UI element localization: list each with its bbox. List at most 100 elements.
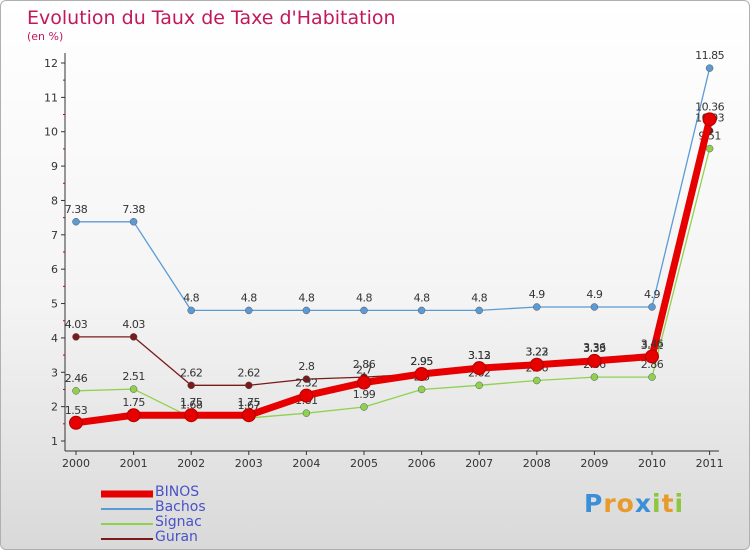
data-label-guran: 3.36	[583, 341, 606, 354]
legend-item-bachos: Bachos	[101, 499, 301, 516]
legend-label: Bachos	[155, 499, 206, 515]
data-point-binos	[241, 408, 256, 423]
data-label-guran: 2.62	[180, 366, 203, 379]
data-point-signac	[417, 385, 426, 394]
data-label-guran: 4.03	[122, 318, 145, 331]
data-label-binos: 3.46	[641, 337, 664, 350]
logo-letter: t	[661, 489, 675, 518]
logo-letter: i	[674, 489, 685, 518]
data-label-binos: 3.33	[583, 342, 606, 355]
data-point-signac	[302, 409, 311, 417]
series-line-bachos	[75, 67, 711, 312]
data-point-bachos	[705, 64, 714, 72]
series-line-guran	[75, 130, 711, 386]
y-tick-label: 1	[51, 435, 58, 448]
data-label-binos: 1.75	[238, 396, 261, 409]
x-tick-label: 2008	[523, 457, 551, 470]
x-tick-label: 2007	[465, 457, 493, 470]
y-tick-label: 3	[51, 366, 58, 379]
data-label-signac: 1.68	[180, 399, 203, 412]
data-point-binos	[702, 112, 717, 127]
data-point-bachos	[533, 303, 541, 311]
data-point-bachos	[302, 306, 311, 315]
x-tick-label: 2003	[235, 457, 263, 470]
data-point-binos	[414, 366, 429, 381]
data-point-bachos	[648, 303, 656, 311]
data-label-bachos: 4.8	[471, 291, 487, 304]
data-point-bachos	[417, 306, 426, 315]
data-point-signac	[705, 144, 714, 153]
data-point-guran	[245, 381, 253, 390]
data-point-binos	[357, 375, 371, 390]
data-point-binos	[529, 357, 544, 372]
x-tick-label: 2006	[408, 457, 436, 470]
data-label-guran: 2.8	[298, 360, 314, 373]
data-point-bachos	[360, 306, 368, 315]
y-tick-label: 7	[51, 229, 58, 242]
x-tick-label: 2005	[350, 457, 378, 470]
legend-label: Signac	[155, 514, 202, 530]
y-tick-label: 10	[44, 126, 58, 139]
data-label-binos: 3.12	[468, 349, 491, 362]
data-label-guran: 4.03	[65, 318, 88, 331]
data-label-signac: 1.67	[238, 399, 261, 412]
data-label-guran: 2.95	[410, 355, 433, 368]
data-point-signac	[72, 387, 80, 395]
logo-letter: P	[584, 489, 604, 518]
y-tick-label: 9	[51, 160, 58, 173]
legend-label: Guran	[155, 529, 198, 545]
x-tick-label: 2009	[580, 457, 608, 470]
y-tick-label: 12	[44, 57, 58, 70]
data-label-guran: 3.13	[468, 349, 491, 362]
data-label-signac: 2.51	[122, 370, 145, 383]
data-point-bachos	[187, 306, 195, 315]
x-tick-label: 2000	[62, 457, 90, 470]
data-point-binos	[69, 415, 83, 430]
data-label-binos: 1.75	[122, 396, 145, 409]
data-label-bachos: 7.38	[122, 203, 145, 216]
chart-title: Evolution du Taux de Taxe d'Habitation	[27, 7, 396, 29]
data-label-bachos: 4.8	[414, 291, 430, 304]
data-label-bachos: 11.85	[695, 49, 724, 62]
legend-swatch	[101, 490, 153, 497]
data-point-binos	[126, 408, 141, 423]
y-tick-label: 4	[51, 332, 58, 345]
data-label-signac: 2.86	[641, 358, 664, 371]
data-point-binos	[472, 361, 487, 376]
data-label-bachos: 4.9	[529, 288, 545, 301]
chart-legend: BINOS Bachos Signac Guran	[101, 484, 301, 546]
data-point-signac	[533, 376, 541, 385]
data-point-bachos	[590, 303, 599, 311]
data-label-binos: 2.32	[295, 377, 318, 390]
data-label-binos: 1.75	[180, 396, 203, 409]
data-label-binos: 3.22	[526, 346, 549, 359]
data-label-signac: 1.99	[353, 388, 376, 401]
data-point-signac	[475, 381, 483, 390]
data-label-bachos: 4.8	[183, 291, 199, 304]
data-point-guran	[302, 375, 311, 383]
data-label-bachos: 4.9	[586, 288, 602, 301]
data-point-binos	[587, 353, 602, 368]
logo-letter: x	[634, 489, 652, 518]
legend-swatch	[101, 537, 153, 540]
x-tick-label: 2001	[120, 457, 148, 470]
data-label-binos: 1.53	[65, 404, 88, 417]
x-tick-label: 2010	[638, 457, 666, 470]
data-point-signac	[360, 403, 368, 411]
data-point-bachos	[245, 306, 253, 315]
legend-item-signac: Signac	[101, 514, 301, 531]
data-point-bachos	[129, 218, 138, 226]
data-point-binos	[645, 349, 659, 364]
y-tick-label: 5	[51, 298, 58, 311]
data-point-bachos	[475, 306, 483, 315]
legend-item-binos: BINOS	[101, 484, 301, 501]
data-label-bachos: 4.8	[241, 291, 257, 304]
data-label-bachos: 4.8	[356, 291, 372, 304]
data-point-guran	[72, 333, 80, 341]
data-label-bachos: 7.38	[65, 203, 88, 216]
x-tick-label: 2004	[292, 457, 320, 470]
series-line-binos	[72, 115, 714, 427]
y-tick-label: 11	[44, 91, 58, 104]
